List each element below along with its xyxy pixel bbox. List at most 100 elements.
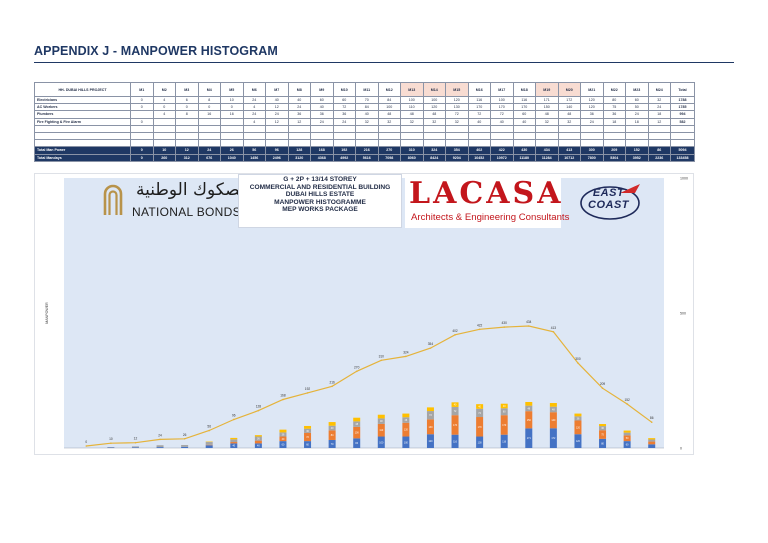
table-cell: 86 — [647, 146, 671, 155]
table-cell — [670, 131, 695, 141]
bar-fire-fighting — [353, 417, 361, 422]
project-line-2: COMMERCIAL AND RESIDENTIAL BUILDING — [249, 183, 391, 191]
table-cell: 130 — [445, 103, 469, 112]
table-cell — [265, 131, 289, 141]
table-cell: 402 — [467, 146, 491, 155]
bar-plumbers — [254, 436, 262, 441]
table-cell: 48 — [557, 110, 581, 119]
table-cell: 4 — [242, 103, 266, 112]
bar-value-label: 100 — [404, 441, 409, 444]
table-cell — [535, 139, 559, 148]
table-row-total: 1788 — [670, 95, 695, 105]
table-cell: 120 — [580, 103, 604, 112]
table-cell: 48 — [422, 110, 446, 119]
table-cell: 10 — [152, 146, 176, 155]
table-cell: 24 — [197, 146, 221, 155]
table-cell: 70 — [355, 95, 379, 105]
table-cell — [130, 124, 154, 133]
table-cell — [175, 124, 199, 133]
bar-electricians — [500, 434, 508, 448]
table-header-m20: M20 — [557, 82, 581, 97]
table-cell: 18 — [647, 110, 671, 119]
table-cell: 120 — [445, 95, 469, 105]
table-cell: 40 — [512, 117, 536, 126]
table-header-m13: M13 — [400, 82, 424, 97]
line-value-label: 300 — [575, 357, 581, 361]
table-cell — [580, 124, 604, 133]
bar-plumbers — [304, 428, 312, 433]
table-cell: 48 — [400, 110, 424, 119]
table-cell: 4 — [152, 110, 176, 119]
line-value-label: 10 — [109, 437, 113, 441]
table-cell: 72 — [467, 110, 491, 119]
bar-plumbers — [574, 416, 582, 421]
table-header-m12: M12 — [377, 82, 401, 97]
table-cell: 40 — [265, 95, 289, 105]
table-cell — [467, 124, 491, 133]
table-cell: 40 — [355, 110, 379, 119]
bar-value-label: 40 — [257, 445, 260, 448]
bar-fire-fighting — [648, 438, 656, 440]
bar-ac-workers — [648, 441, 656, 445]
line-value-label: 152 — [624, 398, 630, 402]
table-cell — [220, 117, 244, 126]
bar-value-label: 48 — [552, 408, 555, 411]
table-cell — [602, 131, 626, 141]
table-cell — [557, 124, 581, 133]
bar-value-label: 130 — [428, 426, 433, 429]
table-cell — [332, 124, 356, 133]
table-cell: 12 — [265, 103, 289, 112]
table-row: AC Workers 0 0 0 0 0 4 12 24 40 72 84 100 110 120 130 17… — [34, 103, 695, 112]
bar-electricians — [574, 434, 582, 448]
table-row-label: Total Mandays — [34, 153, 131, 162]
bar-value-label: 40 — [454, 404, 457, 407]
bar-fire-fighting — [525, 401, 533, 406]
table-header-m10: M10 — [332, 82, 356, 97]
table-cell: 0 — [152, 103, 176, 112]
bar-value-label: 36 — [577, 417, 580, 420]
table-cell: 5616 — [355, 153, 379, 162]
table-cell — [220, 124, 244, 133]
table-cell: 171 — [535, 95, 559, 105]
table-cell: 310 — [400, 146, 424, 155]
table-row-total: 582 — [670, 117, 695, 126]
table-header-m7: M7 — [265, 82, 289, 97]
table-cell — [355, 139, 379, 148]
table-cell: 150 — [535, 103, 559, 112]
bar-electricians — [377, 436, 385, 448]
bar-fire-fighting — [254, 435, 262, 437]
bar-ac-workers — [525, 411, 533, 429]
table-cell — [580, 139, 604, 148]
table-cell: 168 — [310, 146, 334, 155]
table-cell — [242, 124, 266, 133]
bar-value-label: 172 — [551, 437, 556, 440]
bar-value-label: 100 — [355, 432, 360, 435]
table-cell: 11180 — [512, 153, 536, 162]
table-cell: 120 — [580, 95, 604, 105]
line-point — [134, 441, 137, 444]
bar-value-label: 116 — [502, 440, 506, 443]
line-point — [601, 387, 604, 390]
bar-value-label: 48 — [355, 423, 358, 426]
table-cell — [377, 124, 401, 133]
national-bonds-logo: الصكوك الوطنية NATIONAL BONDS — [102, 178, 250, 224]
bar-plumbers — [328, 425, 336, 431]
table-cell: 128 — [287, 146, 311, 155]
table-cell: 16 — [197, 110, 221, 119]
table-cell — [625, 131, 649, 141]
table-cell: 0 — [130, 117, 154, 126]
table-cell — [355, 131, 379, 141]
bar-ac-workers — [377, 423, 385, 437]
bar-fire-fighting — [476, 404, 484, 409]
bar-ac-workers — [623, 435, 631, 442]
table-cell — [34, 124, 131, 133]
east-coast-name: EAST COAST — [588, 187, 629, 211]
line-value-label: 192 — [305, 387, 311, 391]
table-cell — [557, 139, 581, 148]
table-cell: 0 — [175, 103, 199, 112]
bar-plumbers — [181, 445, 189, 447]
table-cell: 152 — [625, 146, 649, 155]
bar-value-label: 50 — [626, 437, 629, 440]
table-cell — [535, 131, 559, 141]
table-cell — [625, 139, 649, 148]
